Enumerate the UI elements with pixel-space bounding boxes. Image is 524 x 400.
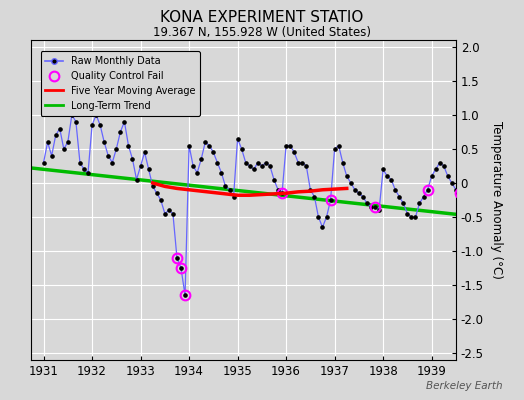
Text: 19.367 N, 155.928 W (United States): 19.367 N, 155.928 W (United States) [153, 26, 371, 39]
Text: Berkeley Earth: Berkeley Earth [427, 381, 503, 391]
Text: KONA EXPERIMENT STATIO: KONA EXPERIMENT STATIO [160, 10, 364, 25]
Y-axis label: Temperature Anomaly (°C): Temperature Anomaly (°C) [490, 121, 503, 279]
Legend: Raw Monthly Data, Quality Control Fail, Five Year Moving Average, Long-Term Tren: Raw Monthly Data, Quality Control Fail, … [40, 51, 200, 116]
